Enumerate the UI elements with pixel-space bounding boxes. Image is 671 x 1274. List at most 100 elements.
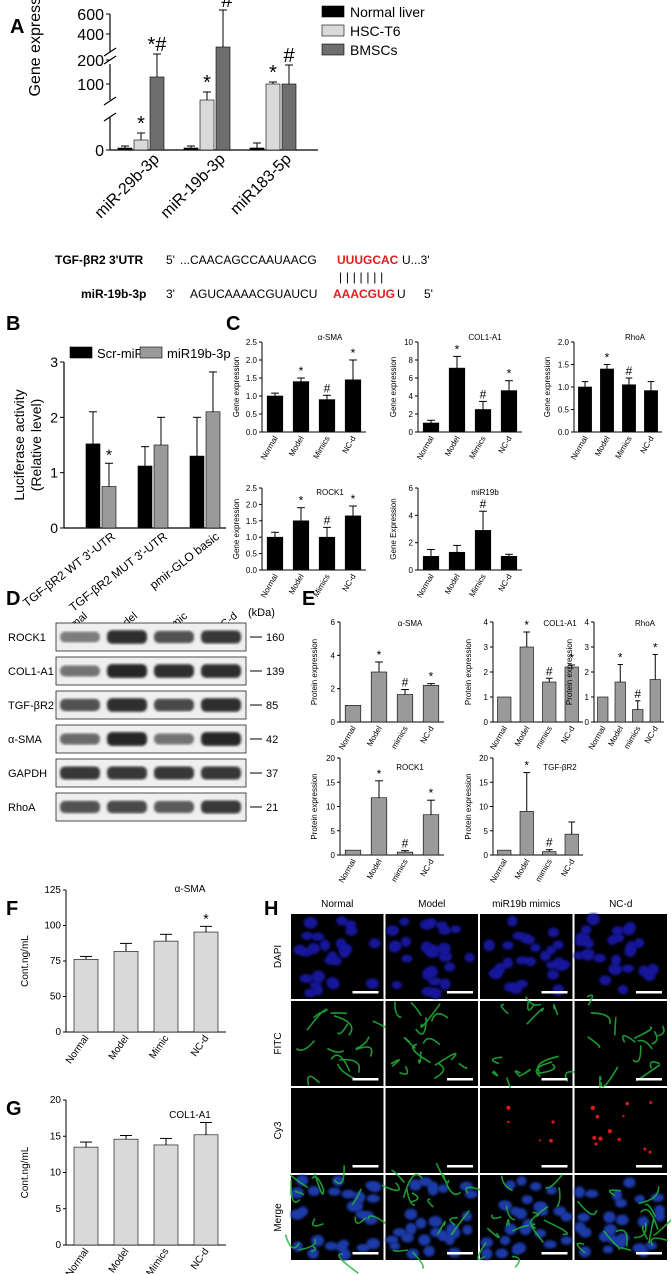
chart-e4: 0 5 10 15 20 Normal * Model # mimics * NC-d ROCK1 Pro… [310,754,444,884]
nucleus [444,962,456,972]
legend-label: Scr-miR [97,346,144,361]
chart-title: RhoA [625,333,646,342]
nucleus [386,925,399,936]
bar [137,465,153,529]
bar [614,681,626,723]
band [60,766,100,780]
bar [542,851,557,856]
nucleus [461,1211,473,1222]
nucleus [424,965,439,978]
y-tick-label: 0 [484,851,489,860]
bar [649,679,661,723]
band [201,698,241,712]
band [201,800,241,814]
nucleus [495,1248,509,1259]
y-tick-label: 20 [50,1095,62,1106]
legend-swatch [69,346,93,359]
y-tick-label: 20 [479,754,488,763]
micrograph-cy3 [291,1088,384,1173]
chart-e5: 0 5 10 15 20 Normal * Model # mimics NC-d TGF-βR2 Pr… [464,754,583,884]
image-background [385,1088,478,1173]
category-label: Model [593,434,612,458]
actin-filaments [477,1174,568,1268]
nucleus [345,925,358,936]
bar [189,455,205,529]
nucleus [299,973,314,984]
y-axis-label: Protein expression [565,639,574,705]
cy3-dot [625,1101,629,1106]
nucleus [530,1182,542,1191]
scale-bar [541,1252,568,1255]
y-tick-label: 0.5 [246,410,258,419]
category-label: NC-d [341,573,358,594]
y-tick-label: 4 [585,618,590,627]
category-label: Normal [259,434,280,461]
category-label: TGF-βR2 WT 3'-UTR [20,529,118,610]
band [154,733,194,745]
nucleus [401,954,413,963]
chart-title: TGF-βR2 [543,763,577,772]
panel-letter-c: C [226,313,240,335]
significance-mark: * [269,62,277,84]
category-label: NC-d [189,1246,211,1271]
y-tick-label: 5 [331,827,336,836]
y-tick-label: 3 [50,354,58,370]
y-axis-label: Protein expression [310,773,319,839]
y-tick-label: 2.0 [558,338,570,347]
category-label: Normal [488,857,509,884]
category-label: Model [107,1246,132,1274]
cy3-dot [506,1105,511,1110]
category-label: Normal [259,572,280,599]
nucleus [611,1189,623,1201]
y-tick-label: 1 [484,693,489,702]
cy3-dot [643,1147,647,1151]
nucleus [464,952,475,963]
actin-filaments [390,1001,468,1080]
nucleus [464,1189,478,1199]
protein-label: TGF-βR2 [8,700,54,712]
nucleus [577,1212,590,1222]
y-tick-label: 200 [77,53,104,70]
image-background [480,1088,573,1173]
chart-b: 0 1 2 3 Luciferase activity (Relative level) *… [11,346,231,614]
nucleus [574,1186,585,1198]
kda-value: 85 [266,700,278,712]
panel-letter-h: H [264,898,278,920]
category-label: miR-19b-3p [158,151,229,222]
nucleus [353,1191,366,1204]
nucleus [593,953,606,963]
panel-letter-d: D [6,588,20,610]
y-tick-label: 6 [409,484,414,493]
legend-swatch [321,43,345,56]
nucleus [512,931,525,940]
column-label: NC-d [609,899,632,910]
cy3-dot [622,1115,625,1118]
nucleus [335,1241,348,1252]
bar [101,486,117,529]
sequence-alignment: TGF-βR2 3'UTR 5' ...CAACAGCCAAUAACG UUUG… [55,253,433,301]
category-label: Model [443,434,462,458]
y-tick-label: 8 [409,356,414,365]
nucleus [624,945,637,958]
legend-label: Normal liver [350,4,425,20]
band [154,801,194,813]
y-tick-label: 2.5 [246,338,258,347]
band [154,698,194,712]
category-label: miR183-5p [227,151,294,218]
actin-filaments [284,1165,386,1274]
bar [500,556,518,571]
nucleus [389,1241,401,1251]
bar [193,931,219,1033]
bar [497,696,512,723]
nucleus [404,1208,418,1220]
bar [396,851,414,856]
nucleus [324,1241,338,1251]
nucleus [480,1237,493,1248]
nucleus [437,942,451,954]
scale-bar [447,1165,473,1168]
scale-bar [352,1252,379,1255]
significance-mark: * [203,910,209,926]
category-label: Model [365,724,384,748]
bar [422,556,440,571]
